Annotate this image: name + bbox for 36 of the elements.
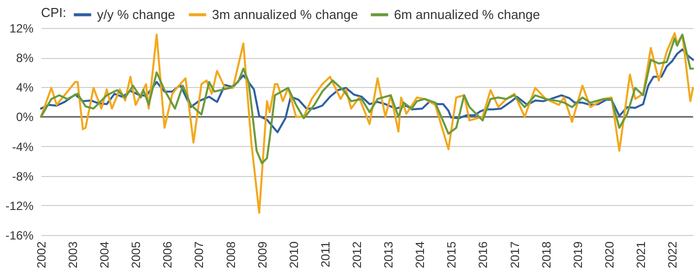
y-tick-label: -12% bbox=[5, 198, 34, 213]
x-tick-label: 2002 bbox=[34, 241, 48, 268]
line-series bbox=[40, 32, 694, 214]
legend-label: 3m annualized % change bbox=[212, 6, 358, 22]
x-tick-label: 2012 bbox=[350, 241, 364, 268]
x-tick-label: 2020 bbox=[602, 241, 616, 268]
x-tick-label: 2017 bbox=[508, 241, 522, 268]
y-tick-label: 0% bbox=[16, 110, 34, 124]
x-tick-label: 2003 bbox=[66, 241, 80, 268]
x-tick-label: 2004 bbox=[98, 241, 112, 268]
x-tick-label: 2013 bbox=[382, 241, 396, 268]
line-series bbox=[40, 48, 694, 134]
x-tick-label: 2015 bbox=[444, 241, 459, 268]
y-tick-label: 8% bbox=[16, 51, 34, 66]
x-tick-label: 2016 bbox=[476, 241, 490, 268]
line-series bbox=[40, 34, 694, 164]
x-tick-label: 2021 bbox=[634, 241, 648, 268]
x-tick-label: 2014 bbox=[413, 241, 428, 268]
y-tick-label: 12% bbox=[9, 22, 34, 36]
x-tick-label: 2008 bbox=[224, 241, 238, 268]
x-tick-label: 2009 bbox=[255, 241, 270, 268]
y-tick-label: -16% bbox=[5, 228, 34, 242]
x-tick-label: 2022 bbox=[666, 241, 680, 268]
y-tick-label: 4% bbox=[16, 80, 34, 95]
legend-label: y/y % change bbox=[97, 6, 176, 22]
y-tick-label: -4% bbox=[12, 140, 34, 154]
x-tick-label: 2006 bbox=[160, 241, 175, 268]
x-tick-label: 2019 bbox=[570, 241, 585, 268]
legend-title: CPI: bbox=[41, 5, 66, 20]
x-tick-label: 2018 bbox=[539, 241, 554, 268]
legend-label: 6m annualized % change bbox=[394, 6, 540, 22]
y-tick-label: -8% bbox=[12, 169, 34, 184]
x-tick-label: 2010 bbox=[286, 241, 301, 268]
x-tick-label: 2007 bbox=[192, 241, 206, 268]
x-tick-label: 2005 bbox=[129, 241, 144, 268]
x-tick-label: 2011 bbox=[318, 241, 332, 268]
